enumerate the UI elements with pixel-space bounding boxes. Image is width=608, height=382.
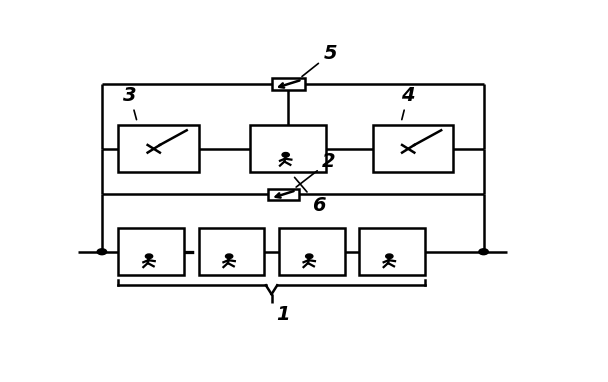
Circle shape xyxy=(145,254,153,259)
Text: 4: 4 xyxy=(401,86,415,120)
Circle shape xyxy=(385,254,393,259)
Bar xyxy=(119,228,184,275)
Bar xyxy=(359,228,424,275)
Circle shape xyxy=(282,152,289,157)
Bar xyxy=(250,125,326,172)
Text: 1: 1 xyxy=(276,305,290,324)
Circle shape xyxy=(306,254,313,259)
Circle shape xyxy=(226,254,233,259)
Text: 2: 2 xyxy=(296,152,336,187)
Bar xyxy=(278,228,345,275)
Circle shape xyxy=(97,249,106,255)
Bar xyxy=(119,125,198,172)
Bar xyxy=(198,228,264,275)
Bar xyxy=(272,78,305,90)
Text: 6: 6 xyxy=(294,177,325,215)
Bar xyxy=(268,189,299,200)
Circle shape xyxy=(479,249,488,255)
Text: 3: 3 xyxy=(123,86,137,120)
Bar xyxy=(373,125,453,172)
Text: 5: 5 xyxy=(302,44,337,76)
